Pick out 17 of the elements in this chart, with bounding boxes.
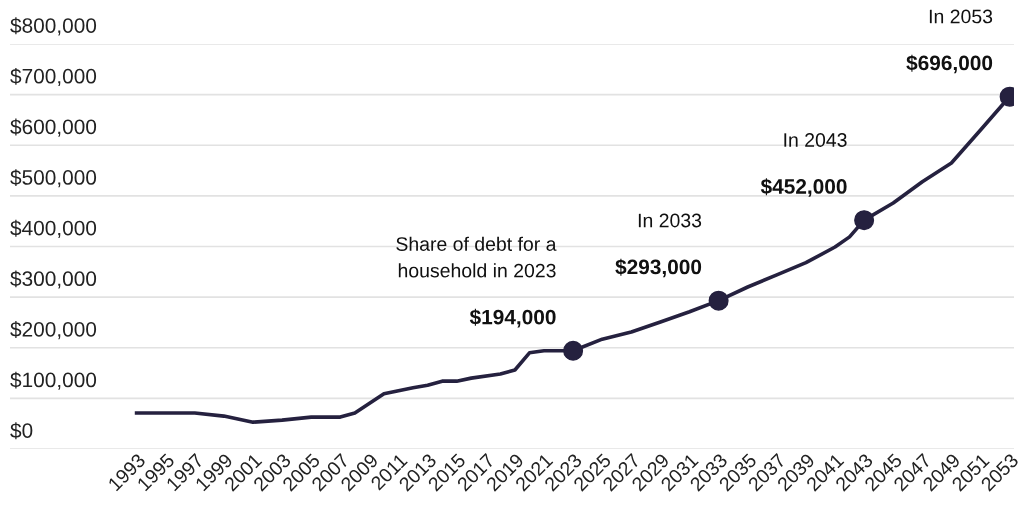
- y-tick-label: $100,000: [10, 371, 97, 390]
- annotation: In 2033: [638, 213, 702, 228]
- y-tick-label: $300,000: [10, 270, 97, 289]
- annotation: Share of debt for a household in 2023: [396, 236, 557, 278]
- text: In 2053: [929, 9, 993, 24]
- y-tick-label: $500,000: [10, 169, 97, 188]
- annotation: $293,000: [615, 258, 702, 278]
- y-tick-label: $700,000: [10, 67, 97, 87]
- y-tick-label: $0: [10, 422, 33, 440]
- y-tick-label: $400,000: [10, 219, 97, 238]
- annotation: $194,000: [469, 308, 556, 328]
- y-tick-label: $200,000: [10, 321, 97, 340]
- y-tick-label: $800,000: [10, 17, 97, 36]
- y-tick-label: $600,000: [10, 118, 97, 137]
- annotation: $452,000: [760, 178, 847, 197]
- annotation: In 2043: [784, 133, 847, 147]
- annotation: $696,000: [906, 54, 993, 74]
